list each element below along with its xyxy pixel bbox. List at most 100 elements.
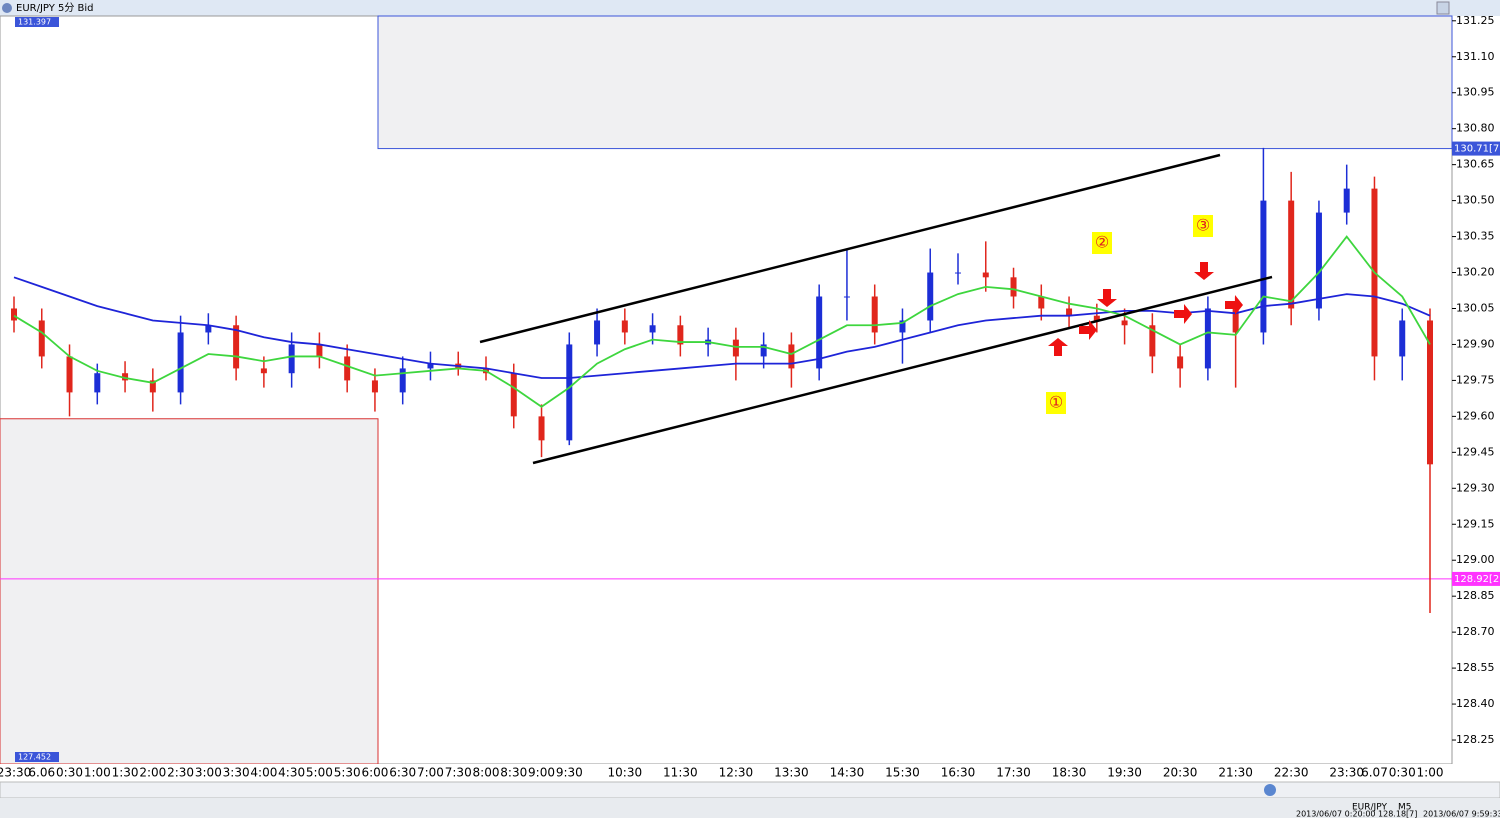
candle-body <box>677 325 684 345</box>
candle-body <box>205 325 212 333</box>
y-tick-label: 131.25 <box>1456 14 1495 27</box>
x-tick-label: 10:30 <box>608 766 643 780</box>
channel-line <box>532 275 1273 465</box>
window-minimize[interactable] <box>1436 1 1450 15</box>
candle-body <box>927 272 934 321</box>
x-tick-label: 17:30 <box>996 766 1031 780</box>
title-bar <box>0 0 1500 16</box>
x-tick-label: 0:30 <box>1389 766 1416 780</box>
x-tick-label: 8:30 <box>500 766 527 780</box>
y-tick-label: 129.75 <box>1456 373 1495 386</box>
range-label: 131.397 <box>18 18 51 27</box>
candle-body <box>1204 308 1211 369</box>
y-tick-label: 130.20 <box>1456 266 1495 279</box>
y-tick-label: 129.15 <box>1456 517 1495 530</box>
range-tag <box>15 17 59 27</box>
x-tick-label: 23:30 <box>1329 766 1364 780</box>
red-arrow <box>1048 338 1068 356</box>
y-tick-label: 130.80 <box>1456 122 1495 135</box>
x-tick-label: 3:30 <box>223 766 250 780</box>
candle-body <box>955 272 961 274</box>
annotation-box <box>1092 232 1112 254</box>
candle-body <box>1343 188 1350 213</box>
x-tick-label: 2:30 <box>167 766 194 780</box>
red-arrow <box>1079 320 1097 340</box>
price-tag-label: 128.92[2 <box>1454 574 1499 585</box>
annotation-box <box>1046 392 1066 414</box>
status-symbol[interactable]: EUR/JPY <box>1352 803 1387 813</box>
price-zone <box>0 418 379 765</box>
candle-body <box>566 344 573 441</box>
y-tick-label: 129.90 <box>1456 337 1495 350</box>
x-tick-label: 3:00 <box>195 766 222 780</box>
x-tick-label: 9:30 <box>556 766 583 780</box>
candle-body <box>1427 320 1433 465</box>
x-tick-label: 15:30 <box>885 766 920 780</box>
x-tick-label: 8:00 <box>473 766 500 780</box>
time-axis <box>0 764 1500 782</box>
y-tick-label: 128.55 <box>1456 661 1495 674</box>
status-period[interactable]: M5 <box>1398 803 1412 813</box>
y-tick-label: 128.40 <box>1456 697 1495 710</box>
x-tick-label: 5:00 <box>306 766 333 780</box>
y-tick-label: 130.35 <box>1456 230 1495 243</box>
x-tick-label: 1:00 <box>1417 766 1444 780</box>
range-tag <box>15 752 59 762</box>
candle-body <box>66 356 73 393</box>
x-tick-label: 20:30 <box>1163 766 1198 780</box>
window-title: EUR/JPY 5分 Bid <box>16 2 94 14</box>
price-tag-label: 130.71[7 <box>1454 144 1499 155</box>
x-tick-label: 23:30 <box>0 766 31 780</box>
candle-body <box>649 325 656 333</box>
candle-body <box>538 416 545 441</box>
x-tick-label: 16:30 <box>941 766 976 780</box>
candle-body <box>233 325 240 369</box>
y-tick-label: 130.50 <box>1456 194 1495 207</box>
y-tick-label: 128.85 <box>1456 589 1495 602</box>
red-arrow <box>1097 289 1117 307</box>
y-tick-label: 130.95 <box>1456 86 1495 99</box>
y-tick-label: 130.05 <box>1456 301 1495 314</box>
candle-body <box>760 344 767 357</box>
red-arrow <box>1194 262 1214 280</box>
status-bar <box>0 798 1500 818</box>
candle-body <box>1093 315 1100 321</box>
candle-body <box>510 373 517 417</box>
x-tick-label: 18:30 <box>1052 766 1087 780</box>
candle-body <box>344 356 351 381</box>
x-tick-label: 11:30 <box>663 766 698 780</box>
candle-body <box>899 320 906 333</box>
y-tick-label: 130.65 <box>1456 158 1495 171</box>
x-tick-label: 5:30 <box>334 766 361 780</box>
scroll-thumb[interactable] <box>1264 784 1276 796</box>
red-arrow <box>1174 304 1192 324</box>
x-tick-label: 6:30 <box>389 766 416 780</box>
y-tick-label: 131.10 <box>1456 50 1495 63</box>
x-tick-label: 6.06 <box>28 766 55 780</box>
red-arrow <box>1225 295 1243 315</box>
x-tick-label: 1:00 <box>84 766 111 780</box>
candle-body <box>371 380 378 393</box>
candle-body <box>1399 320 1406 357</box>
annotation: ③ <box>1196 216 1210 235</box>
candle-body <box>260 368 267 374</box>
candle-body <box>1121 320 1128 326</box>
candle-body <box>1177 356 1184 369</box>
x-tick-label: 9:00 <box>528 766 555 780</box>
moving-average <box>13 235 1431 408</box>
x-tick-label: 12:30 <box>719 766 754 780</box>
candle-body <box>621 320 628 333</box>
annotation-box <box>1193 215 1213 237</box>
x-tick-label: 14:30 <box>830 766 865 780</box>
candle-body <box>177 332 184 393</box>
y-tick-label: 128.70 <box>1456 625 1495 638</box>
moving-average <box>13 276 1431 379</box>
candle-body <box>594 320 601 345</box>
x-tick-label: 2:00 <box>139 766 166 780</box>
y-tick-label: 129.00 <box>1456 553 1495 566</box>
x-tick-label: 1:30 <box>112 766 139 780</box>
candle-body <box>11 308 17 321</box>
app-icon <box>2 3 12 13</box>
y-tick-label: 128.25 <box>1456 733 1495 746</box>
